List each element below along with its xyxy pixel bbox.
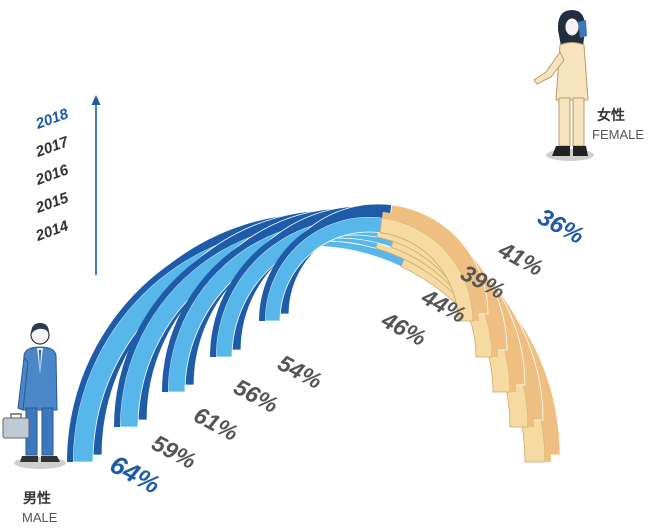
female-pct-label-2018: 36% [533,203,588,249]
year-label-2017: 2017 [33,133,72,161]
male-arch-rim-2018 [67,220,413,462]
year-label-2018: 2018 [33,105,72,133]
female-arch-face-2014 [379,217,474,322]
female-label-en: FEMALE [592,127,644,142]
year-label-2014: 2014 [33,217,72,245]
male-pct-label-2015: 56% [230,373,283,418]
arch-2014 [259,203,489,322]
male-pct-label-2016: 61% [190,401,243,446]
male-label-en: MALE [22,510,58,525]
year-label-2015: 2015 [33,189,72,217]
female-pct-label-2017: 41% [494,236,548,281]
male-label-cn: 男性 [23,490,51,507]
man-with-briefcase-icon [2,323,66,469]
female-arch-rim-2014 [382,211,479,321]
female-label-cn: 女性 [597,107,625,124]
arches-group [67,203,561,463]
female-pct-label-2014: 46% [377,306,431,351]
woman-on-phone-icon [533,10,594,161]
male-pct-label-2014: 54% [274,349,327,394]
year-label-2016: 2016 [33,161,72,189]
year-axis-arrow-icon [91,95,101,105]
